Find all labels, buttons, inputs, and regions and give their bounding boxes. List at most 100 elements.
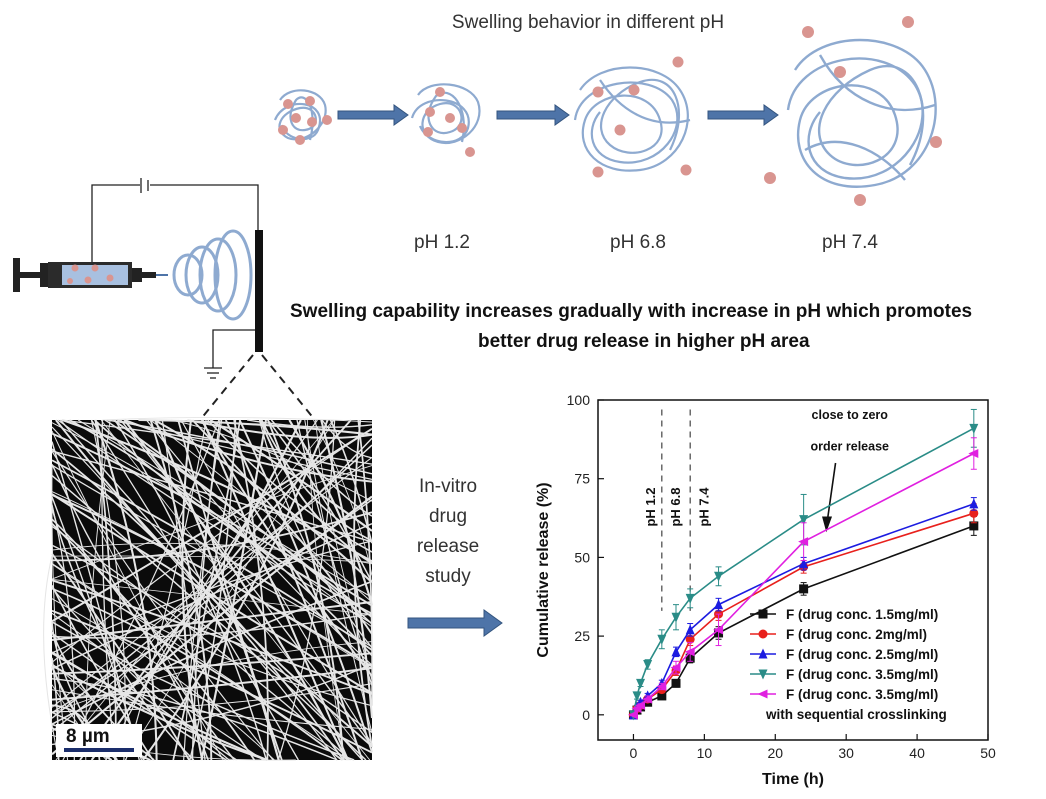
x-tick-label: 50: [980, 745, 996, 761]
sem-fiber: [51, 491, 373, 670]
data-point: [969, 423, 979, 434]
sem-fiber: [320, 419, 374, 719]
x-tick-label: 10: [697, 745, 713, 761]
x-tick-label: 20: [767, 745, 783, 761]
electrospinning-setup: [91, 178, 259, 379]
sem-fiber: [187, 419, 373, 439]
y-axis-label: Cumulative release (%): [535, 482, 552, 657]
legend-entry: F (drug conc. 2mg/ml): [786, 627, 927, 642]
ph-label-1: pH 1.2: [414, 232, 470, 253]
data-point: [714, 571, 724, 582]
annotation-line-2: order release: [810, 439, 889, 453]
syringe-icon: [13, 258, 168, 292]
legend-extra: with sequential crosslinking: [765, 707, 947, 722]
sem-fiber: [116, 419, 373, 480]
sem-fiber: [51, 651, 227, 761]
data-point: [684, 647, 695, 657]
y-tick-label: 0: [582, 707, 590, 723]
data-point: [657, 691, 667, 701]
data-point: [685, 634, 695, 644]
release-chart: 0 10 20 30 40 50 0 25 50 75 100 Time (h) Cumulative …: [535, 392, 996, 788]
swelling-title: Swelling behavior in different pH: [451, 12, 725, 33]
data-point: [635, 700, 646, 710]
statement-line-2: better drug release in higher pH area: [478, 331, 810, 352]
sem-fiber: [51, 475, 367, 761]
sem-fiber: [77, 419, 373, 598]
data-point: [758, 669, 768, 680]
ph-label-3: pH 7.4: [822, 232, 878, 253]
sem-fiber: [55, 419, 334, 761]
data-point: [632, 691, 642, 702]
sem-fiber: [177, 419, 283, 761]
sem-fiber: [51, 664, 268, 761]
data-point: [758, 609, 768, 619]
sem-fiber: [181, 419, 204, 761]
y-tick-label: 100: [567, 392, 591, 408]
data-point: [627, 710, 638, 720]
annotation-line-1: close to zero: [812, 408, 889, 422]
sem-fiber: [104, 419, 373, 625]
statement-line-1: Swelling capability increases gradually …: [290, 301, 973, 322]
sem-fiber: [62, 419, 220, 761]
data-point: [685, 593, 695, 604]
sem-fiber: [260, 419, 373, 542]
sem-fiber: [145, 419, 373, 666]
drug-dots-ph74: [764, 16, 942, 206]
sem-fiber: [51, 621, 355, 761]
data-point: [799, 584, 809, 594]
data-point: [713, 625, 724, 635]
data-point: [656, 681, 667, 691]
y-tick-label: 75: [574, 471, 590, 487]
sem-fiber: [189, 419, 237, 761]
sem-fiber: [51, 683, 373, 713]
sem-fiber: [120, 419, 373, 747]
sem-fiber: [259, 419, 373, 564]
data-point: [643, 659, 653, 670]
data-point: [671, 678, 681, 688]
sem-fiber: [357, 419, 374, 706]
annotation-arrowhead: [822, 516, 833, 533]
invitro-line-4: study: [425, 566, 471, 587]
data-point: [642, 694, 653, 704]
sem-fiber: [267, 419, 345, 761]
data-point: [798, 537, 809, 547]
sem-fiber: [102, 416, 373, 423]
sem-fiber: [258, 419, 373, 649]
data-point: [714, 599, 724, 610]
data-point: [969, 508, 979, 518]
sem-fiber: [43, 555, 60, 761]
sem-fiber: [51, 432, 373, 607]
sem-fiber: [200, 419, 268, 761]
sem-fiber: [150, 419, 373, 603]
sem-fiber: [124, 419, 373, 483]
data-point: [799, 515, 809, 526]
sem-fiber: [51, 508, 195, 761]
sem-fiber: [59, 419, 363, 761]
sem-fiber: [101, 419, 116, 761]
sem-fiber: [51, 430, 224, 761]
sem-fiber: [180, 419, 373, 745]
sem-fiber: [51, 609, 373, 754]
sem-fiber: [51, 441, 140, 761]
scale-bar-label: 8 µm: [66, 726, 110, 747]
sem-fiber: [51, 542, 373, 565]
drug-dots-initial: [278, 96, 332, 145]
sem-fiber: [55, 419, 373, 747]
ph-label-2: pH 6.8: [610, 232, 666, 253]
sem-fiber: [57, 419, 373, 624]
sem-fiber: [124, 419, 335, 761]
sem-fiber: [304, 419, 373, 734]
sem-fiber: [90, 419, 302, 761]
sem-fiber: [224, 419, 364, 761]
sem-fiber: [51, 451, 274, 761]
data-point: [757, 689, 768, 699]
sem-fiber: [51, 580, 373, 725]
x-tick-label: 40: [909, 745, 925, 761]
zoom-lines: [199, 354, 316, 421]
collector-plate: [255, 230, 263, 352]
data-point: [969, 521, 979, 531]
plot-frame: [597, 399, 989, 741]
sem-fiber: [172, 419, 241, 761]
y-tick-label: 50: [574, 549, 590, 565]
